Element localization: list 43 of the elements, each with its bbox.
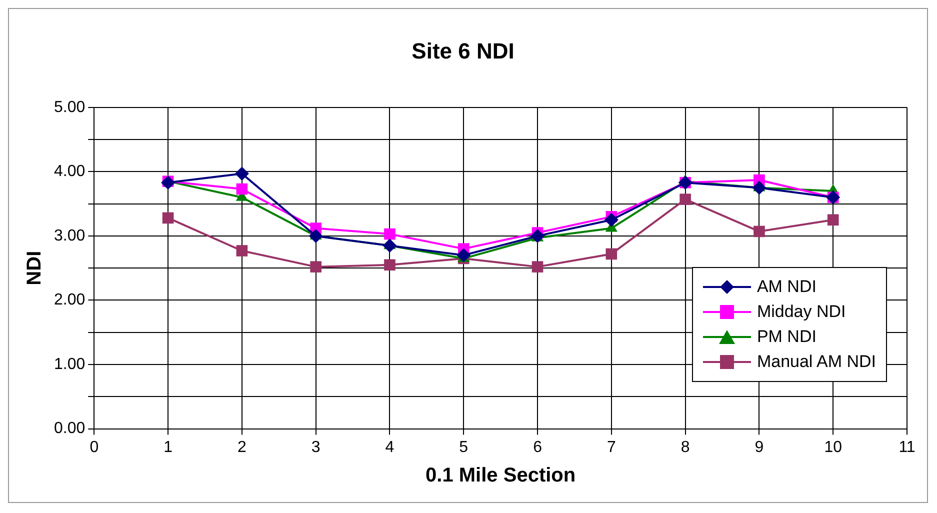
x-axis-title: 0.1 Mile Section: [426, 464, 576, 487]
x-tick-label: 4: [385, 438, 394, 456]
legend-label: AM NDI: [756, 277, 816, 297]
x-tick-label: 3: [311, 438, 320, 456]
x-tick-label: 6: [533, 438, 542, 456]
point: [456, 248, 471, 262]
y-tick-label: 5.00: [54, 98, 86, 116]
point: [382, 238, 397, 253]
x-tick-label: 0: [90, 438, 99, 456]
y-tick-label: 2.00: [54, 292, 86, 309]
x-tick-label: 1: [164, 438, 173, 456]
x-tick-label: 2: [237, 438, 246, 456]
point: [161, 176, 176, 190]
point: [532, 261, 544, 272]
point: [754, 226, 765, 238]
point: [308, 228, 323, 243]
y-tick-label: 1.00: [54, 356, 86, 373]
y-tick-label: 0.00: [54, 420, 86, 438]
point: [752, 180, 766, 195]
x-tick-label: 10: [824, 438, 842, 456]
y-tick-label: 4.00: [54, 163, 86, 180]
point: [310, 261, 322, 272]
point: [234, 166, 249, 181]
chart-title: Site 6 NDI: [412, 38, 514, 64]
point: [236, 183, 248, 195]
point: [236, 245, 248, 256]
x-tick-label: 7: [606, 438, 616, 456]
point: [384, 259, 396, 271]
y-tick-label: 3.00: [54, 227, 86, 244]
point: [384, 228, 396, 240]
point: [604, 212, 618, 227]
x-tick-label: 8: [680, 438, 690, 456]
y-axis-title: NDI: [24, 250, 46, 286]
point: [680, 194, 691, 205]
legend-label: Midday NDI: [756, 302, 846, 322]
x-tick-label: 11: [898, 438, 916, 456]
x-tick-label: 9: [754, 438, 764, 456]
point: [606, 248, 618, 260]
point: [162, 212, 174, 224]
x-tick-label: 5: [459, 438, 468, 456]
point: [827, 214, 839, 226]
legend-label: Manual AM NDI: [756, 352, 876, 372]
legend-label: PM NDI: [756, 327, 816, 347]
